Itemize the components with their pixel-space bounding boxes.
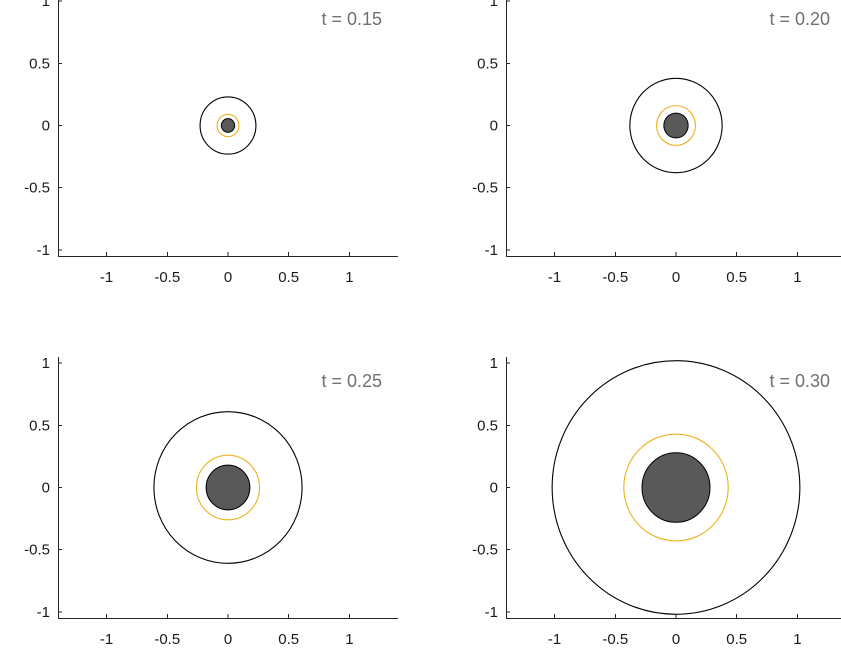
y-tick-label: 0.5 bbox=[29, 55, 50, 72]
y-tick-label: 0 bbox=[490, 118, 498, 135]
y-tick-label: 0 bbox=[42, 118, 50, 135]
x-tick-label: 1 bbox=[793, 631, 801, 648]
x-tick-label: 0.5 bbox=[726, 631, 747, 648]
time-annotation: t = 0.30 bbox=[769, 371, 830, 391]
middle-ring-yellow bbox=[216, 113, 240, 138]
x-tick-label: 0 bbox=[224, 631, 232, 648]
time-annotation: t = 0.20 bbox=[769, 9, 830, 29]
y-tick-label: 0 bbox=[490, 480, 498, 497]
plot-area bbox=[629, 77, 723, 174]
y-tick-label: -1 bbox=[37, 242, 50, 259]
y-tick-label: -0.5 bbox=[472, 180, 498, 197]
x-tick-label: -0.5 bbox=[602, 631, 628, 648]
middle-ring-yellow bbox=[195, 454, 261, 521]
panel-t015: -1 -0.5 0 0.5 1 1 0.5 0 -0.5 -1 t = 0.15 bbox=[24, 0, 398, 286]
x-tick-label: 1 bbox=[345, 631, 353, 648]
x-tick-label: -1 bbox=[548, 631, 561, 648]
time-annotation: t = 0.15 bbox=[321, 9, 382, 29]
y-tick-label: 0.5 bbox=[477, 417, 498, 434]
time-annotation: t = 0.25 bbox=[321, 371, 382, 391]
x-tick-label: 0.5 bbox=[278, 631, 299, 648]
y-tick-label: -0.5 bbox=[24, 542, 50, 559]
middle-ring-yellow bbox=[656, 105, 696, 146]
plot-area bbox=[199, 96, 257, 155]
inner-disk bbox=[663, 112, 689, 139]
x-tick-label: -1 bbox=[100, 631, 113, 648]
y-tick-label: -1 bbox=[485, 242, 498, 259]
x-tick-label: 0.5 bbox=[726, 269, 747, 286]
x-tick-label: 0 bbox=[672, 631, 680, 648]
y-tick-label: 0.5 bbox=[29, 417, 50, 434]
middle-ring-yellow bbox=[623, 433, 729, 542]
y-tick-label: 1 bbox=[490, 355, 498, 372]
x-tick-label: 0 bbox=[224, 269, 232, 286]
outer-ring-black bbox=[199, 96, 257, 155]
inner-disk bbox=[641, 452, 711, 523]
x-tick-label: -0.5 bbox=[602, 269, 628, 286]
panel-t020: -1 -0.5 0 0.5 1 1 0.5 0 -0.5 -1 t = 0.20 bbox=[472, 0, 841, 286]
y-tick-label: 1 bbox=[42, 0, 50, 10]
x-tick-label: -0.5 bbox=[154, 269, 180, 286]
y-tick-label: -1 bbox=[485, 604, 498, 621]
outer-ring-black bbox=[629, 77, 723, 174]
x-tick-label: -1 bbox=[548, 269, 561, 286]
y-tick-label: -0.5 bbox=[24, 180, 50, 197]
x-tick-label: -0.5 bbox=[154, 631, 180, 648]
plot-area bbox=[153, 411, 303, 564]
y-tick-label: -0.5 bbox=[472, 542, 498, 559]
x-tick-label: 1 bbox=[793, 269, 801, 286]
inner-disk bbox=[205, 464, 251, 511]
x-tick-label: -1 bbox=[100, 269, 113, 286]
inner-disk bbox=[220, 118, 236, 133]
y-tick-label: 1 bbox=[42, 355, 50, 372]
y-tick-label: 0.5 bbox=[477, 55, 498, 72]
x-tick-label: 1 bbox=[345, 269, 353, 286]
y-tick-label: 1 bbox=[490, 0, 498, 10]
y-tick-label: -1 bbox=[37, 604, 50, 621]
plot-area bbox=[551, 360, 801, 615]
outer-ring-black bbox=[153, 411, 303, 564]
panel-t025: -1 -0.5 0 0.5 1 1 0.5 0 -0.5 -1 t = 0.25 bbox=[24, 355, 398, 648]
panel-t030: -1 -0.5 0 0.5 1 1 0.5 0 -0.5 -1 t = 0.30 bbox=[472, 355, 841, 648]
x-tick-label: 0 bbox=[672, 269, 680, 286]
x-tick-label: 0.5 bbox=[278, 269, 299, 286]
y-tick-label: 0 bbox=[42, 480, 50, 497]
